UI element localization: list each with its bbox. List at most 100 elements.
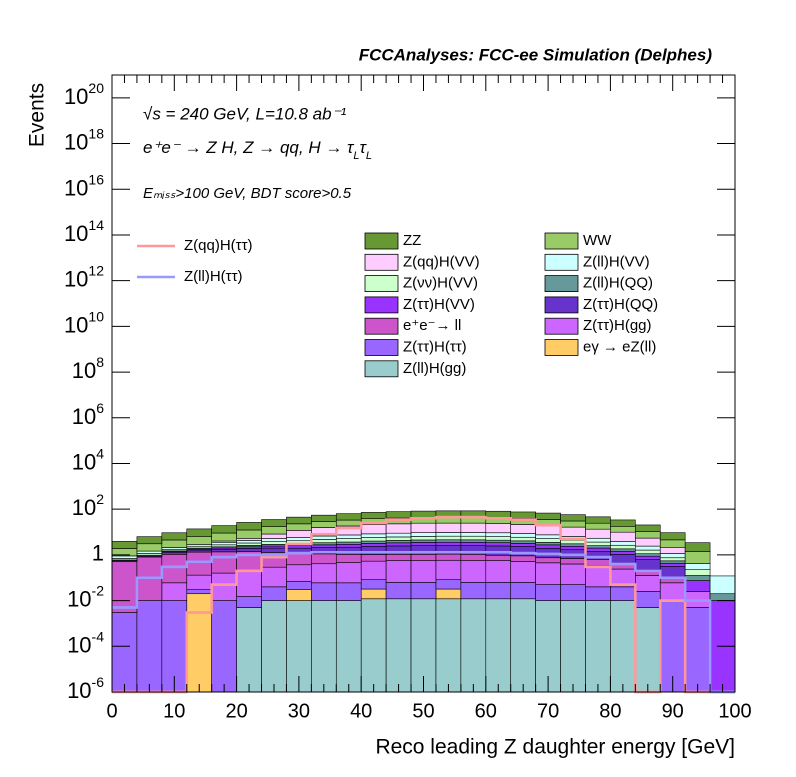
histogram-bar [360, 579, 387, 590]
histogram-bar [585, 541, 611, 546]
histogram-bar [684, 580, 711, 592]
x-tick-label: 10 [163, 700, 185, 722]
histogram-bar [635, 549, 661, 555]
histogram-bar [535, 557, 561, 564]
histogram-bar [485, 545, 512, 556]
histogram-bar [635, 545, 661, 551]
histogram-bar [410, 582, 437, 600]
histogram-bar [585, 522, 611, 530]
histogram-bar [560, 514, 586, 522]
histogram-bar [211, 532, 237, 542]
legend-label: Z(ττ)H(ττ) [403, 338, 467, 355]
histogram-bar [211, 600, 237, 693]
histogram-bar [510, 543, 536, 547]
histogram-bar [186, 536, 212, 545]
histogram-bar [360, 554, 387, 562]
histogram-bar [684, 551, 711, 564]
histogram-bar [435, 541, 462, 546]
histogram-bar [659, 582, 686, 601]
histogram-bar [111, 555, 138, 559]
histogram-bar [286, 545, 312, 549]
histogram-bar [211, 572, 237, 601]
histogram-bar [136, 536, 163, 545]
legend-label: eγ → eZ(ll) [583, 338, 656, 355]
y-tick-base: 10 [67, 586, 91, 611]
y-tick-label: 1012 [64, 262, 104, 291]
histogram-bar [236, 607, 262, 693]
histogram-bar [311, 600, 337, 693]
histogram-bar [460, 522, 487, 533]
histogram-bar [510, 555, 536, 562]
y-tick-base: 10 [72, 404, 96, 429]
legend-swatch [364, 360, 399, 378]
histogram-bar [335, 543, 362, 548]
histogram-bar [385, 582, 412, 600]
histogram-bar [211, 525, 237, 534]
y-tick-exponent: 8 [96, 354, 104, 370]
histogram-bar [385, 553, 412, 561]
histogram-bar [186, 589, 212, 595]
y-tick-base: 10 [64, 221, 88, 246]
histogram-bar [435, 598, 462, 693]
histogram-bar [261, 545, 287, 549]
histogram-bar [311, 582, 337, 601]
histogram-bar [485, 560, 512, 583]
histogram-bar [635, 553, 661, 557]
histogram-bar [236, 569, 262, 597]
histogram-bar [585, 516, 611, 524]
y-tick-label: 104 [72, 445, 104, 474]
y-tick-base: 10 [64, 312, 88, 337]
y-tick-exponent: 20 [88, 80, 104, 96]
histogram-bar [659, 532, 686, 541]
histogram-bar [211, 541, 237, 546]
histogram-bar [585, 545, 611, 549]
histogram-bar [485, 523, 512, 534]
histogram-bar [410, 539, 437, 543]
histogram-bar [510, 533, 536, 538]
histogram-bar [360, 524, 387, 535]
x-tick-label: 0 [106, 700, 117, 722]
histogram-bar [535, 538, 561, 543]
histogram-bar [311, 521, 337, 528]
histogram-bar [485, 510, 512, 519]
histogram-bar [385, 536, 412, 541]
y-tick-label: 10-6 [67, 674, 104, 703]
histogram-bar [186, 551, 212, 576]
histogram-bar [684, 542, 711, 552]
histogram-bar [510, 536, 536, 542]
y-tick-label: 10-4 [67, 628, 104, 657]
histogram-bar [335, 582, 362, 601]
histogram-bar [585, 600, 611, 693]
y-tick-exponent: 2 [96, 491, 104, 507]
y-tick-label: 108 [72, 354, 104, 383]
histogram-bar [360, 543, 387, 547]
chart-title: FCCAnalyses: FCC-ee Simulation (Delphes) [359, 45, 713, 64]
histogram-bar [261, 526, 287, 535]
histogram-bar [635, 531, 661, 539]
legend-swatch [544, 253, 579, 271]
histogram-bar [335, 541, 362, 545]
histogram-bar [635, 537, 661, 547]
histogram-bar [560, 539, 586, 545]
histogram-bar [261, 541, 287, 545]
histogram-bar [286, 516, 312, 525]
y-tick-label: 10-2 [67, 582, 104, 611]
legend-label: Z(qq)H(VV) [403, 253, 480, 270]
histogram-bar [385, 523, 412, 534]
y-tick-exponent: -2 [92, 582, 105, 598]
x-tick-label: 80 [599, 700, 621, 722]
histogram-bar [684, 569, 711, 576]
histogram-bar [610, 548, 636, 552]
legend-swatch [364, 339, 399, 356]
histogram-bar [535, 534, 561, 539]
histogram-bar [311, 535, 337, 540]
histogram-bar [335, 562, 362, 584]
histogram-bar [510, 524, 536, 534]
annotation: e⁺e⁻ → Z H, Z → qq, H → τLτL [143, 138, 372, 161]
histogram-bar [435, 579, 462, 590]
x-tick-label: 20 [225, 700, 247, 722]
histogram-bar [136, 550, 163, 554]
histogram-bar [585, 565, 611, 588]
histogram-bar [435, 532, 462, 537]
histogram-bar [485, 542, 512, 547]
